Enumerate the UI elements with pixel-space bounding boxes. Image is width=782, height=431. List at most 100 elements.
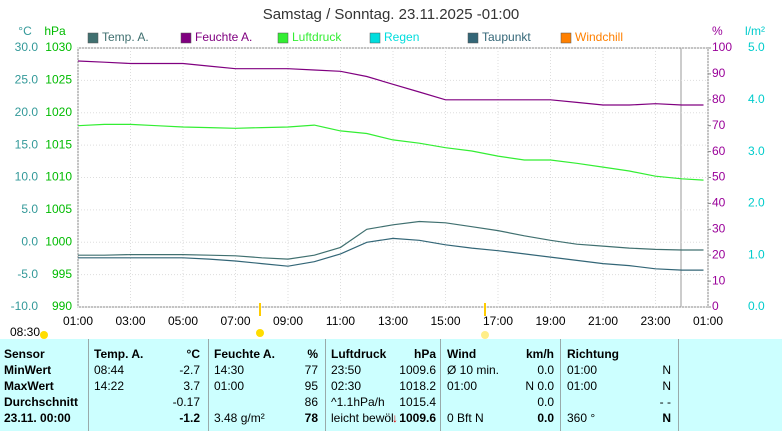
cell-text: Wind [447,347,477,361]
y-tick-label: 10 [712,273,726,287]
y-tick-label: -5.0 [17,267,38,281]
y-tick-label: 1030 [45,40,72,54]
cell-value: N 0.0 [525,379,554,393]
cell-value: % [307,347,318,361]
y-tick-label: 15.0 [15,137,39,151]
y-tick-label: 100 [712,40,732,54]
cell-text: leicht bewöl [331,411,394,425]
x-tick-label: 05:00 [168,314,198,328]
cell-text: 01:00 [447,379,478,393]
series-line [77,123,704,181]
cell-value: 0.0 [537,411,554,425]
y-tick-label: 70 [712,118,726,132]
x-tick-label: 19:00 [535,314,565,328]
y-tick-label: 10.0 [15,170,39,184]
cell-text: 23.11. 00:00 [4,411,71,425]
y-tick-label: 40 [712,196,726,210]
y-tick-label: 4.0 [748,92,765,106]
legend-label: Luftdruck [292,30,342,44]
column-separator [678,339,679,431]
column-separator [325,339,326,431]
cell-value: 1018.2 [399,379,436,393]
cell-text: 0 Bft N [447,411,484,425]
cell-text: ^1.1hPa/h [331,395,385,409]
sun-icon [40,331,48,339]
legend-swatch [369,32,381,44]
cell-value: -0.17 [172,395,200,409]
legend-label: Windchill [575,30,623,44]
chart-title: Samstag / Sonntag. 23.11.2025 -01:00 [263,6,520,23]
y-tick-label: 20 [712,247,726,261]
cell-text: 14:30 [214,363,245,377]
cell-value: 1015.4 [399,395,436,409]
y-tick-label: 5.0 [21,202,38,216]
cell-text: Ø 10 min. [447,363,500,377]
cell-text: Durchschnitt [4,395,79,409]
x-tick-label: 21:00 [588,314,618,328]
y-tick-label: 3.0 [748,144,765,158]
cell-text: Sensor [4,347,45,361]
legend-label: Taupunkt [482,30,531,44]
cell-value: 95 [304,379,318,393]
legend-label: Feuchte A. [195,30,252,44]
cell-text: MinWert [4,363,52,377]
cell-text: 01:00 [567,379,598,393]
cell-text: 3.48 g/m² [214,411,265,425]
axis-unit: hPa [44,24,66,38]
series-line [78,220,704,260]
y-tick-label: -10.0 [11,299,39,313]
cell-text: MaxWert [4,379,54,393]
cell-value: N [662,411,671,425]
cell-text: 02:30 [331,379,362,393]
cell-value: 77 [304,363,318,377]
sun-icon [481,331,489,339]
y-tick-label: 1000 [45,234,72,248]
y-tick-label: 80 [712,92,726,106]
x-tick-label: 15:00 [430,314,460,328]
cell-text: 360 ° [567,411,596,425]
axis-unit: % [712,24,723,38]
y-tick-label: 20.0 [15,105,39,119]
y-tick-label: 25.0 [15,73,39,87]
legend-swatch [87,32,99,44]
cell-value: -1.2 [179,411,200,425]
sun-icon [256,329,264,337]
cell-value: 1009.6 [399,411,436,425]
cell-text: Richtung [567,347,619,361]
x-tick-label: 01:00 [693,314,723,328]
column-separator [208,339,209,431]
column-separator [88,339,89,431]
cell-value: °C [186,347,200,361]
legend-swatch [467,32,479,44]
series-line [77,60,704,106]
summary-table: Sensor Temp. A. °C Feuchte A.% Luftdruck hPa W… [0,339,782,431]
y-tick-label: 1010 [45,170,72,184]
legend-swatch [277,32,289,44]
y-tick-label: 1005 [45,202,72,216]
x-tick-label: 13:00 [378,314,408,328]
cell-text: 23:50 [331,363,362,377]
cell-text: Luftdruck [331,347,387,361]
axis-unit: °C [18,24,32,38]
cell-text: 01:00 [214,379,245,393]
legend-swatch [560,32,572,44]
y-tick-label: 0.0 [21,234,38,248]
cell-text: Temp. A. [94,347,144,361]
y-tick-label: 60 [712,144,726,158]
series-line [78,237,704,271]
time-note: 08:30 [10,325,40,339]
x-tick-label: 07:00 [220,314,250,328]
cell-value: N [662,379,671,393]
cell-value: 0.0 [537,363,554,377]
y-tick-label: 990 [52,299,72,313]
cell-value: 86 [304,395,318,409]
y-tick-label: 2.0 [748,196,765,210]
cell-text: 14:22 [94,379,125,393]
x-tick-label: 09:00 [273,314,303,328]
y-tick-label: 5.0 [748,40,765,54]
legend-swatch [180,32,192,44]
y-tick-label: 1.0 [748,247,765,261]
cell-value: 3.7 [183,379,200,393]
y-tick-label: 0.0 [748,299,765,313]
